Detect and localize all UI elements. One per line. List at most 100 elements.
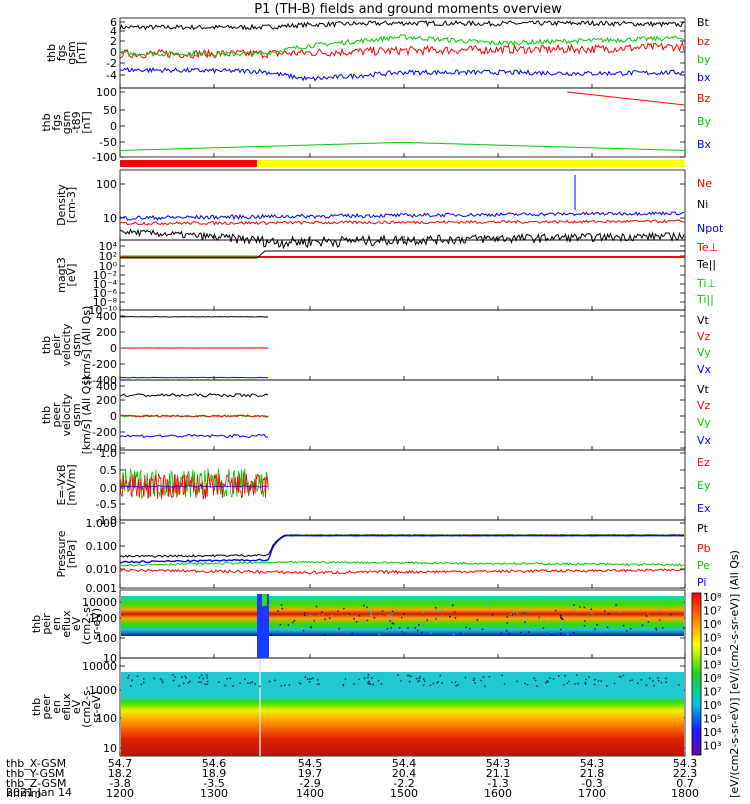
spectrogram-pixel: [607, 627, 609, 629]
spectrogram-pixel: [338, 628, 340, 630]
colorbar-gradient: [692, 593, 701, 755]
legend-entry: Bz: [697, 92, 711, 105]
spectrogram-pixel: [328, 623, 330, 625]
spectrogram-pixel: [250, 682, 252, 684]
spectrogram-pixel: [604, 624, 606, 626]
spectrogram-pixel: [549, 677, 551, 679]
spectrogram-pixel: [477, 619, 479, 621]
spectrogram-pixel: [374, 617, 376, 619]
spectrogram-pixel: [658, 608, 660, 610]
panel-frame: [120, 380, 685, 450]
spectrogram-pixel: [205, 683, 207, 685]
spectrogram-pixel: [595, 629, 597, 631]
spectrogram-pixel: [430, 632, 432, 634]
spectrogram-pixel: [666, 682, 668, 684]
spectrogram-pixel: [403, 613, 405, 615]
spectrogram-pixel: [583, 626, 585, 628]
spectrogram-pixel: [579, 606, 581, 608]
spectrogram-pixel: [674, 615, 676, 617]
spectrogram-pixel: [247, 683, 249, 685]
spectrogram-pixel: [451, 682, 453, 684]
spectrogram-pixel: [488, 605, 490, 607]
spectrogram-pixel: [465, 627, 467, 629]
spectrogram-pixel: [172, 674, 174, 676]
colorbar-tick-label: 10⁸: [703, 672, 722, 685]
y-tick-label: 100: [96, 178, 117, 191]
spectrogram-pixel: [560, 624, 562, 626]
spectrogram-pixel: [370, 683, 372, 685]
spectrogram-pixel: [130, 685, 132, 687]
spectrogram-pixel: [553, 678, 555, 680]
spectrogram-pixel: [441, 615, 443, 617]
spectrogram-pixel: [524, 616, 526, 618]
footer-row-label: hhmm: [6, 787, 41, 800]
series-line-Pb: [120, 569, 684, 574]
spectrogram-pixel: [397, 674, 399, 676]
spectrogram-pixel: [244, 678, 246, 680]
spectrogram-pixel: [137, 675, 139, 677]
legend-entry: Te||: [696, 258, 716, 271]
spectrogram-pixel: [544, 621, 546, 623]
spectrogram-pixel: [274, 680, 276, 682]
spectrogram-pixel: [573, 608, 575, 610]
legend-entry: Npot: [697, 222, 724, 235]
legend-entry: Ex: [697, 502, 711, 515]
spectrogram-pixel: [561, 618, 563, 620]
spectrogram-pixel: [356, 621, 358, 623]
series-line-Ne: [120, 220, 684, 225]
spectrogram-pixel: [154, 678, 156, 680]
y-tick-label: 0.001: [86, 582, 118, 595]
spectrogram-pixel: [382, 611, 384, 613]
spectrogram-pixel: [282, 608, 284, 610]
panel-frame: [120, 450, 685, 520]
spectrogram-pixel: [352, 633, 354, 635]
spectrogram-pixel: [417, 630, 419, 632]
series-line-Npot: [120, 212, 684, 220]
spectrogram-pixel: [587, 615, 589, 617]
series-line-bz: [120, 43, 684, 58]
spectrogram-pixel: [303, 630, 305, 632]
spectrogram-pixel: [416, 678, 418, 680]
spectrogram-pixel: [533, 678, 535, 680]
spectrogram-pixel: [343, 608, 345, 610]
spectrogram-pixel: [141, 684, 143, 686]
peer-velocity-Vx: [120, 434, 268, 437]
legend-entry: Pe: [697, 559, 710, 572]
spectrogram-pixel: [353, 683, 355, 685]
spectrogram-pixel: [619, 611, 621, 613]
data-traces: [120, 21, 685, 756]
spectrogram-pixel: [401, 617, 403, 619]
spectrogram-pixel: [354, 618, 356, 620]
spectrogram-pixel: [442, 609, 444, 611]
spectrogram-pixel: [307, 678, 309, 680]
spectrogram-pixel: [560, 629, 562, 631]
spectrogram-pixel: [206, 684, 208, 686]
spectrogram-pixel: [298, 630, 300, 632]
series-line-Bt: [120, 21, 684, 30]
spectrogram-pixel: [585, 679, 587, 681]
spectrogram-pixel: [521, 610, 523, 612]
spectrogram-pixel: [558, 675, 560, 677]
spectrogram-pixel: [482, 629, 484, 631]
spectrogram-pixel: [419, 678, 421, 680]
spectrogram-pixel: [567, 634, 569, 636]
y-tick-label: 400: [96, 380, 117, 393]
spectrogram-pixel: [517, 613, 519, 615]
spectrogram-pixel: [529, 611, 531, 613]
spectrogram-pixel: [370, 610, 372, 612]
spectrogram-pixel: [387, 614, 389, 616]
colorbar-tick-label: 10⁴: [703, 645, 722, 658]
spectrogram-pixel: [368, 681, 370, 683]
spectrogram-pixel: [657, 677, 659, 679]
y-axis-label: [nT]: [75, 42, 88, 64]
spectrogram-pixel: [545, 682, 547, 684]
spectrogram-pixel: [637, 683, 639, 685]
spectrogram-pixel: [655, 628, 657, 630]
spectrogram-pixel: [381, 683, 383, 685]
spectrogram-pixel: [560, 633, 562, 635]
spectrogram-pixel: [284, 685, 286, 687]
series-line-Pt: [120, 535, 684, 557]
